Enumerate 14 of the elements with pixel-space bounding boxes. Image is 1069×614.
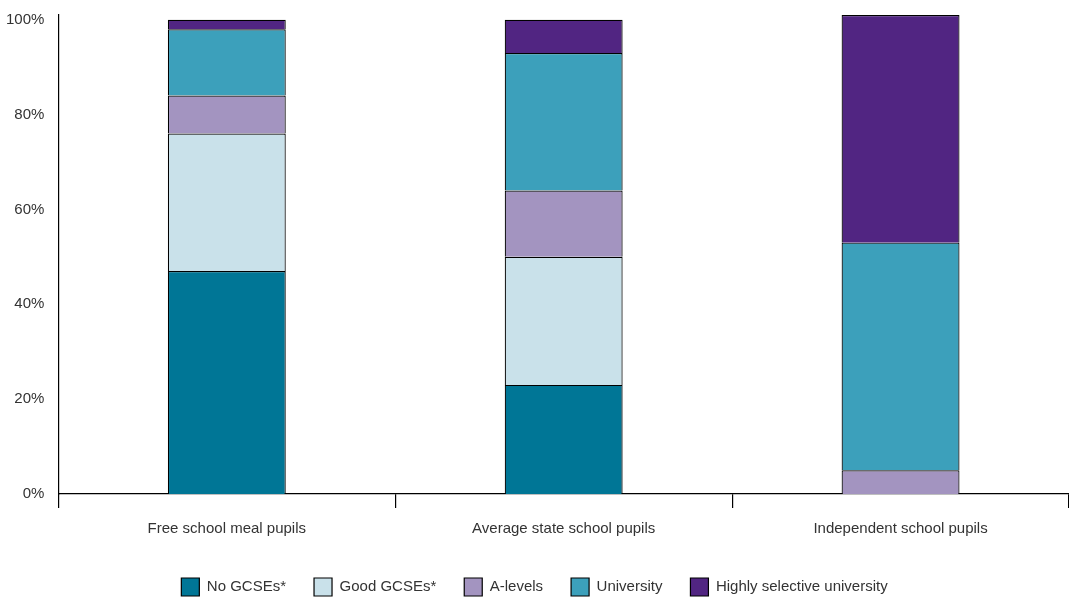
x-tick-label: Free school meal pupils — [147, 519, 307, 537]
legend-label: University — [596, 577, 663, 595]
y-tick-label: 100% — [5, 9, 45, 27]
x-tick-label: Average state school pupils — [472, 519, 656, 537]
y-tick-label: 20% — [14, 389, 45, 407]
legend-label: No GCSEs* — [206, 577, 287, 595]
y-tick-label: 0% — [22, 484, 45, 502]
y-tick-label: 40% — [14, 294, 45, 312]
legend-label: Good GCSEs* — [339, 577, 437, 595]
legend-label: A-levels — [489, 577, 544, 595]
y-tick-label: 60% — [14, 199, 45, 217]
legend-label: Highly selective university — [715, 577, 889, 595]
y-tick-label: 80% — [14, 104, 45, 122]
x-tick-label: Independent school pupils — [813, 519, 988, 537]
